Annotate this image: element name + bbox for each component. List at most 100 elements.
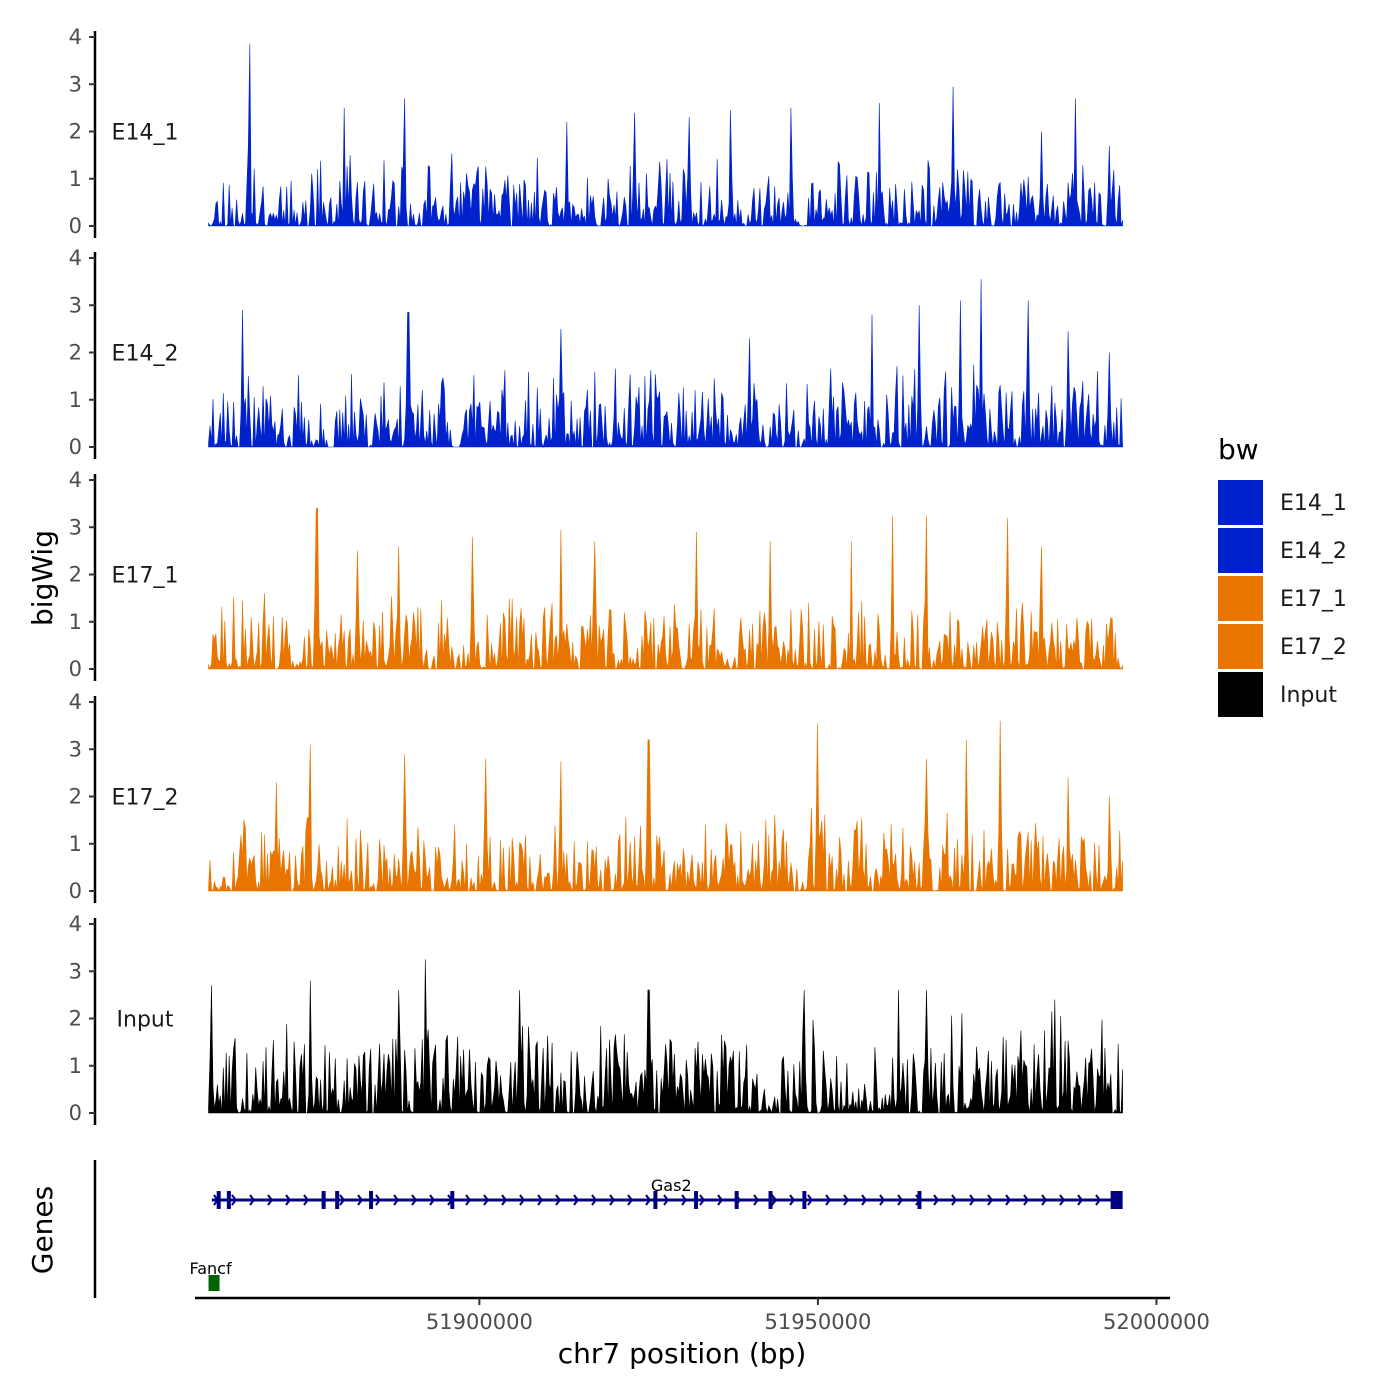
strand-arrow-gas2 [717, 1194, 724, 1206]
strand-arrow-gas2 [663, 1194, 670, 1206]
coverage-area-input [208, 959, 1123, 1115]
strand-arrow-gas2 [1095, 1194, 1102, 1206]
coverage-area-e14_2 [208, 279, 1123, 449]
strand-arrow-gas2 [375, 1194, 382, 1206]
strand-arrow-gas2 [879, 1194, 886, 1206]
strand-arrow-gas2 [789, 1194, 796, 1206]
y-tick-label-input: 1 [69, 1054, 82, 1078]
y-tick-label-e14_1: 4 [69, 25, 82, 49]
strand-arrow-gas2 [1023, 1194, 1030, 1206]
y-tick-label-e14_1: 1 [69, 167, 82, 191]
x-tick-label: 52000000 [1103, 1310, 1210, 1334]
strand-arrow-gas2 [987, 1194, 994, 1206]
y-tick-label-e14_1: 3 [69, 72, 82, 96]
legend-label-e17_2: E17_2 [1280, 635, 1347, 660]
strand-arrow-gas2 [843, 1194, 850, 1206]
y-tick-label-e17_1: 3 [69, 515, 82, 539]
strand-arrow-gas2 [627, 1194, 634, 1206]
legend-label-input: Input [1280, 683, 1337, 708]
y-tick-label-e17_2: 2 [69, 785, 82, 809]
y-tick-label-e17_1: 4 [69, 468, 82, 492]
strand-arrow-gas2 [933, 1194, 940, 1206]
strand-arrow-gas2 [699, 1194, 706, 1206]
strand-arrow-gas2 [465, 1194, 472, 1206]
strand-arrow-gas2 [285, 1194, 292, 1206]
y-tick-label-e17_2: 0 [69, 879, 82, 903]
y-tick-label-e14_2: 3 [69, 293, 82, 317]
gene-label-fancf: Fancf [189, 1259, 231, 1278]
legend-label-e14_1: E14_1 [1280, 491, 1347, 516]
legend-swatch-input [1218, 672, 1263, 717]
y-tick-label-e14_2: 2 [69, 341, 82, 365]
y-tick-label-input: 0 [69, 1101, 82, 1125]
y-tick-label-e14_2: 4 [69, 246, 82, 270]
strand-arrow-gas2 [771, 1194, 778, 1206]
strand-arrow-gas2 [1041, 1194, 1048, 1206]
track-label-e14_2: E14_2 [112, 342, 179, 367]
strand-arrow-gas2 [825, 1194, 832, 1206]
y-tick-label-input: 4 [69, 912, 82, 936]
strand-arrow-gas2 [267, 1194, 274, 1206]
strand-arrow-gas2 [573, 1194, 580, 1206]
exon-gas2 [369, 1191, 374, 1209]
strand-arrow-gas2 [861, 1194, 868, 1206]
x-tick-label: 51900000 [426, 1310, 533, 1334]
strand-arrow-gas2 [303, 1194, 310, 1206]
exon-gas2 [694, 1191, 699, 1209]
y-tick-label-e17_2: 3 [69, 737, 82, 761]
legend-swatch-e17_1 [1218, 576, 1263, 621]
legend-swatch-e14_2 [1218, 528, 1263, 573]
y-tick-label-e14_2: 1 [69, 388, 82, 412]
y-tick-label-e14_2: 0 [69, 435, 82, 459]
strand-arrow-gas2 [501, 1194, 508, 1206]
exon-gas2 [216, 1191, 221, 1209]
y-tick-label-input: 2 [69, 1007, 82, 1031]
y-tick-label-e17_1: 0 [69, 657, 82, 681]
exon-fancf [208, 1275, 220, 1291]
strand-arrow-gas2 [249, 1194, 256, 1206]
strand-arrow-gas2 [1005, 1194, 1012, 1206]
exon-gas2 [768, 1191, 773, 1209]
exon-gas2 [802, 1191, 807, 1209]
strand-arrow-gas2 [483, 1194, 490, 1206]
strand-arrow-gas2 [591, 1194, 598, 1206]
y-tick-label-e17_1: 1 [69, 610, 82, 634]
strand-arrow-gas2 [339, 1194, 346, 1206]
legend-label-e17_1: E17_1 [1280, 587, 1347, 612]
gene-label-gas2: Gas2 [651, 1176, 692, 1195]
y-tick-label-e14_1: 0 [69, 214, 82, 238]
x-axis-title: chr7 position (bp) [558, 1337, 807, 1370]
strand-arrow-gas2 [537, 1194, 544, 1206]
track-label-input: Input [117, 1008, 174, 1033]
strand-arrow-gas2 [411, 1194, 418, 1206]
strand-arrow-gas2 [753, 1194, 760, 1206]
legend-title: bw [1218, 433, 1259, 466]
strand-arrow-gas2 [897, 1194, 904, 1206]
strand-arrow-gas2 [1059, 1194, 1066, 1206]
y-axis-title: bigWig [26, 530, 59, 626]
coverage-area-e17_2 [208, 720, 1123, 893]
strand-arrow-gas2 [609, 1194, 616, 1206]
genes-panel-title: Genes [26, 1186, 59, 1274]
legend-swatch-e14_1 [1218, 480, 1263, 525]
exon-gas2 [917, 1191, 922, 1209]
strand-arrow-gas2 [357, 1194, 364, 1206]
y-tick-label-e17_2: 4 [69, 690, 82, 714]
track-label-e14_1: E14_1 [112, 121, 179, 146]
x-tick-label: 51950000 [764, 1310, 871, 1334]
exon-gas2 [226, 1191, 231, 1209]
strand-arrow-gas2 [519, 1194, 526, 1206]
strand-arrow-gas2 [429, 1194, 436, 1206]
coverage-area-e14_1 [208, 44, 1123, 228]
legend-swatch-e17_2 [1218, 624, 1263, 669]
strand-arrow-gas2 [951, 1194, 958, 1206]
y-tick-label-e14_1: 2 [69, 120, 82, 144]
y-tick-label-e17_1: 2 [69, 563, 82, 587]
exon-gas2 [321, 1191, 326, 1209]
strand-arrow-gas2 [1077, 1194, 1084, 1206]
exon-gas2 [734, 1191, 739, 1209]
exon-gas2 [653, 1191, 658, 1209]
strand-arrow-gas2 [555, 1194, 562, 1206]
coverage-area-e17_1 [208, 508, 1123, 670]
